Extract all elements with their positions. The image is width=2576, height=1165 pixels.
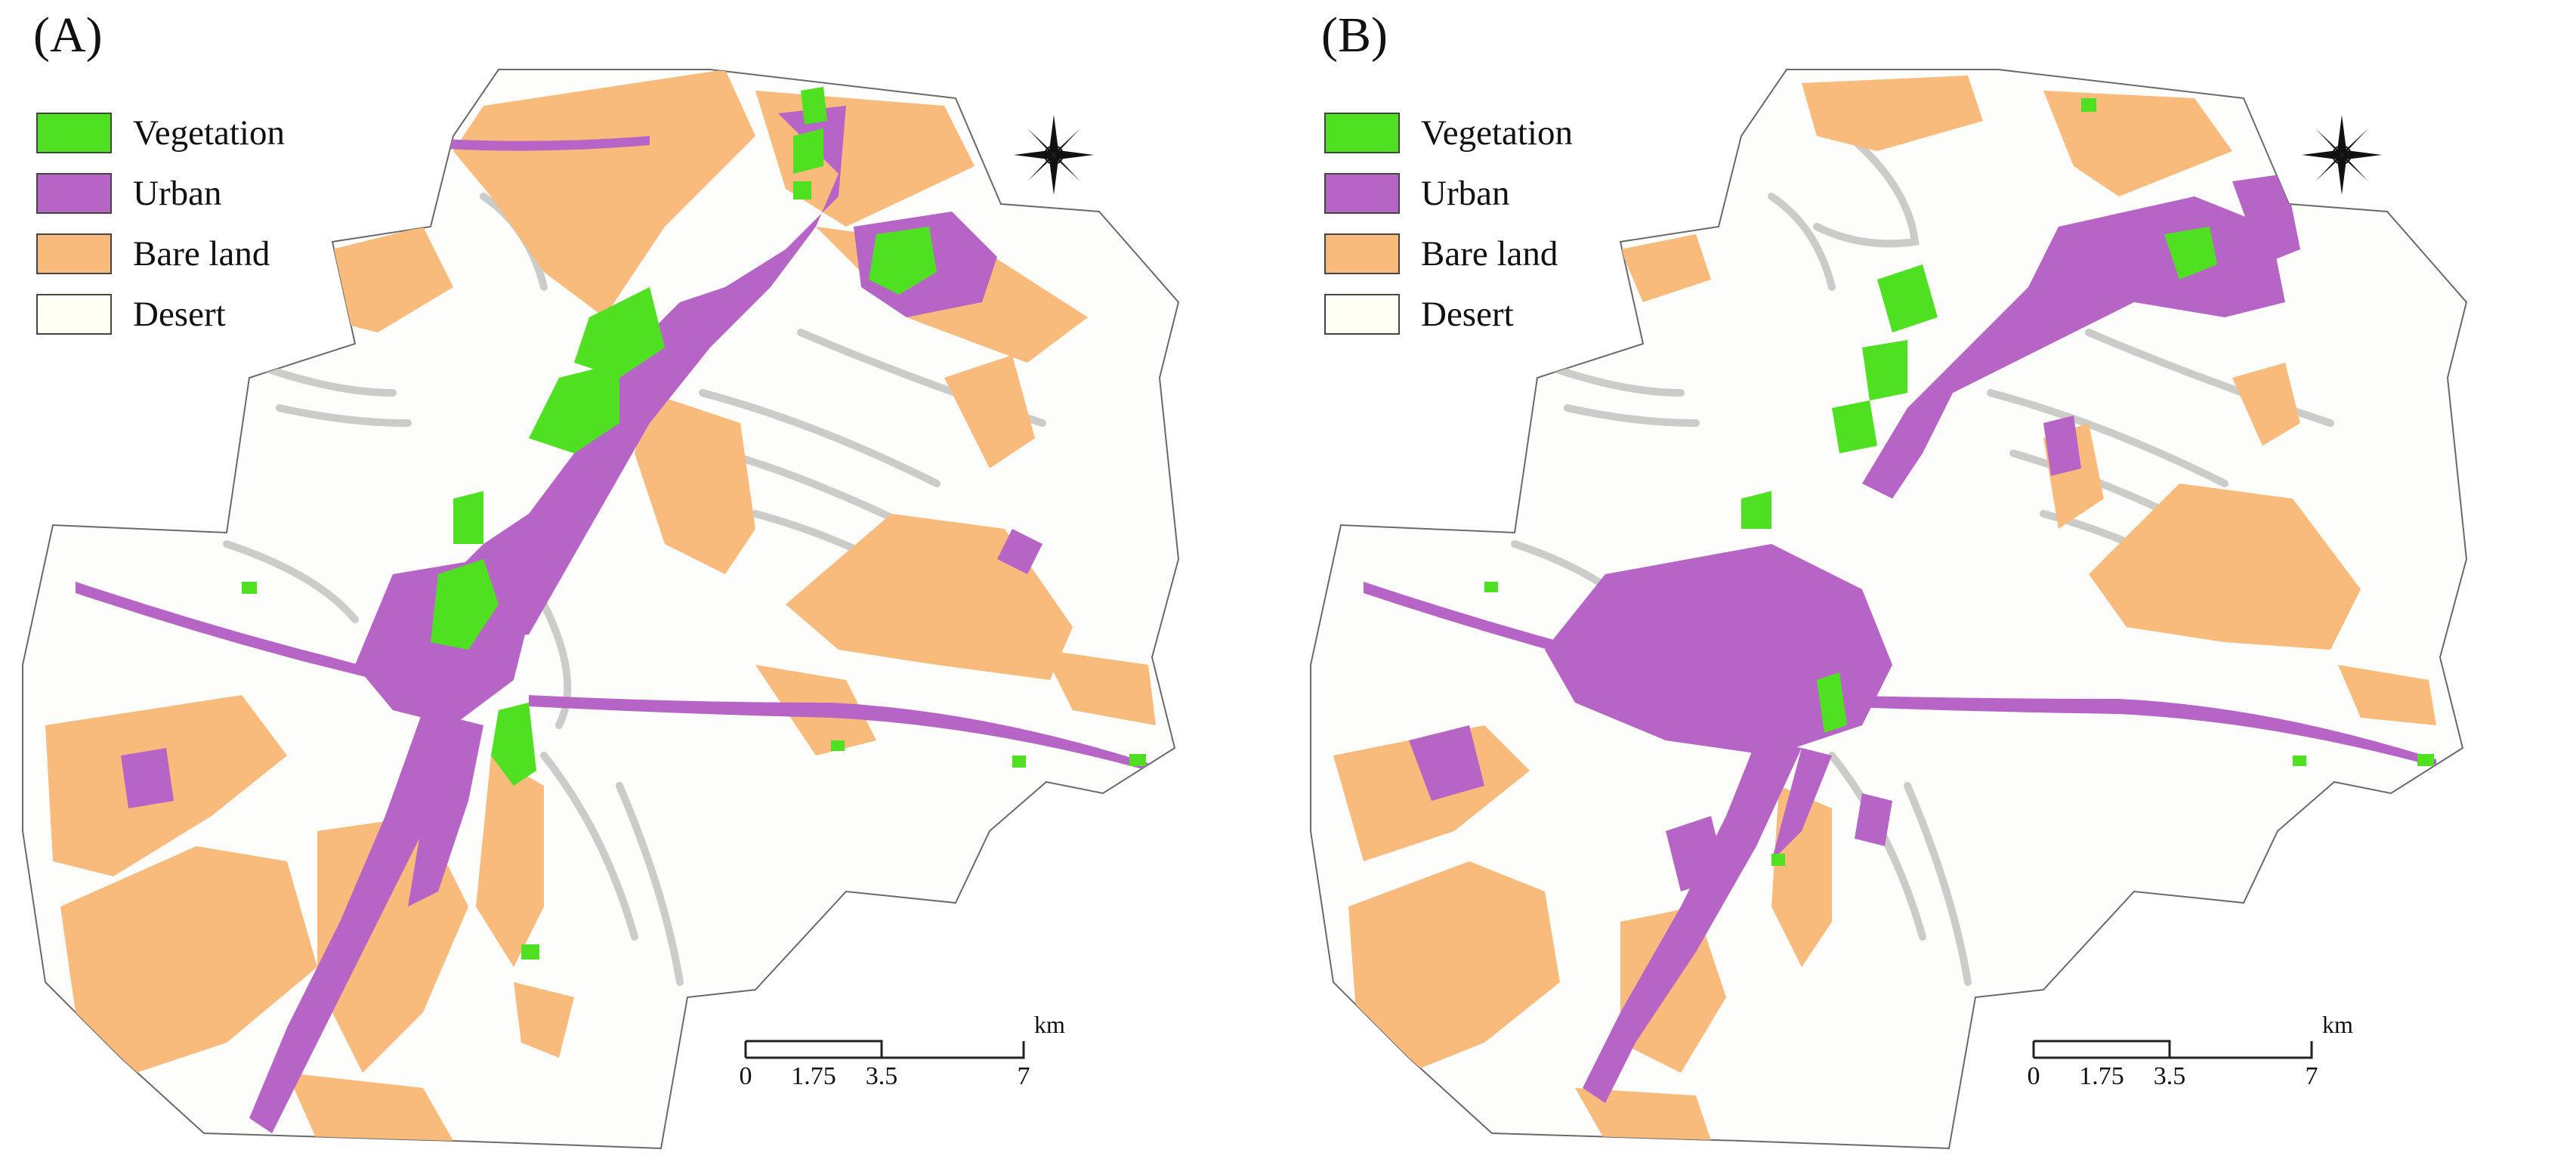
legend-item-desert: Desert [1324, 284, 1573, 345]
legend-swatch [36, 113, 112, 153]
study-area-outline [22, 69, 1180, 1150]
scale-tick: 0 [2027, 1062, 2040, 1090]
scale-tick: 7 [2305, 1062, 2318, 1090]
land-cover-layer-b [1333, 76, 2436, 1141]
scale-unit: km [2322, 1011, 2353, 1038]
legend-swatch [1324, 233, 1400, 274]
vegetation-patches [242, 87, 1146, 960]
legend-item-bare-land: Bare land [36, 224, 285, 284]
panel-label: (A) [33, 8, 103, 63]
legend-swatch [36, 233, 112, 274]
legend-swatch [1324, 294, 1400, 335]
scale-tick: 3.5 [865, 1062, 898, 1090]
legend-item-urban: Urban [1324, 163, 1573, 224]
legend-item-bare-land: Bare land [1324, 224, 1573, 284]
scale-bar-graphic [744, 1040, 1025, 1059]
legend-label: Urban [1421, 173, 1510, 213]
legend-swatch [36, 173, 112, 214]
scale-tick: 1.75 [2079, 1062, 2124, 1090]
legend-label: Desert [1421, 294, 1514, 334]
land-cover-map-a [22, 69, 1180, 1150]
panel-label: (B) [1321, 8, 1388, 63]
land-cover-map-b [1310, 69, 2468, 1150]
legend-label: Urban [133, 173, 222, 213]
scale-tick: 0 [739, 1062, 752, 1090]
legend-item-vegetation: Vegetation [36, 103, 285, 163]
legend-label: Vegetation [1421, 113, 1573, 153]
map-panel-b: (B) Vegetation Urban Bare land Desert [1288, 0, 2576, 1165]
legend-label: Vegetation [133, 113, 285, 153]
scale-bar: km 0 1.75 3.5 7 [2028, 1005, 2353, 1095]
scale-tick: 7 [1017, 1062, 1030, 1090]
legend-swatch [1324, 113, 1400, 153]
legend-item-vegetation: Vegetation [1324, 103, 1573, 163]
legend-item-urban: Urban [36, 163, 285, 224]
map-legend: Vegetation Urban Bare land Desert [36, 103, 285, 345]
compass-rose-icon [1014, 115, 1094, 195]
land-cover-layer-a [45, 70, 1156, 1141]
map-legend: Vegetation Urban Bare land Desert [1324, 103, 1573, 345]
scale-bar-graphic [2032, 1040, 2313, 1059]
compass-rose-icon [2302, 115, 2382, 195]
vegetation-patches [1484, 98, 2434, 866]
scale-tick: 1.75 [791, 1062, 836, 1090]
legend-label: Desert [133, 294, 226, 334]
scale-unit: km [1034, 1011, 1065, 1038]
scale-tick: 3.5 [2153, 1062, 2186, 1090]
legend-label: Bare land [1421, 233, 1558, 273]
legend-item-desert: Desert [36, 284, 285, 345]
scale-bar: km 0 1.75 3.5 7 [740, 1005, 1065, 1095]
legend-swatch [36, 294, 112, 335]
legend-label: Bare land [133, 233, 270, 273]
study-area-outline [1310, 69, 2468, 1150]
legend-swatch [1324, 173, 1400, 214]
map-panel-a: (A) Vegetation Urban Bare land Desert [22, 8, 1180, 1150]
